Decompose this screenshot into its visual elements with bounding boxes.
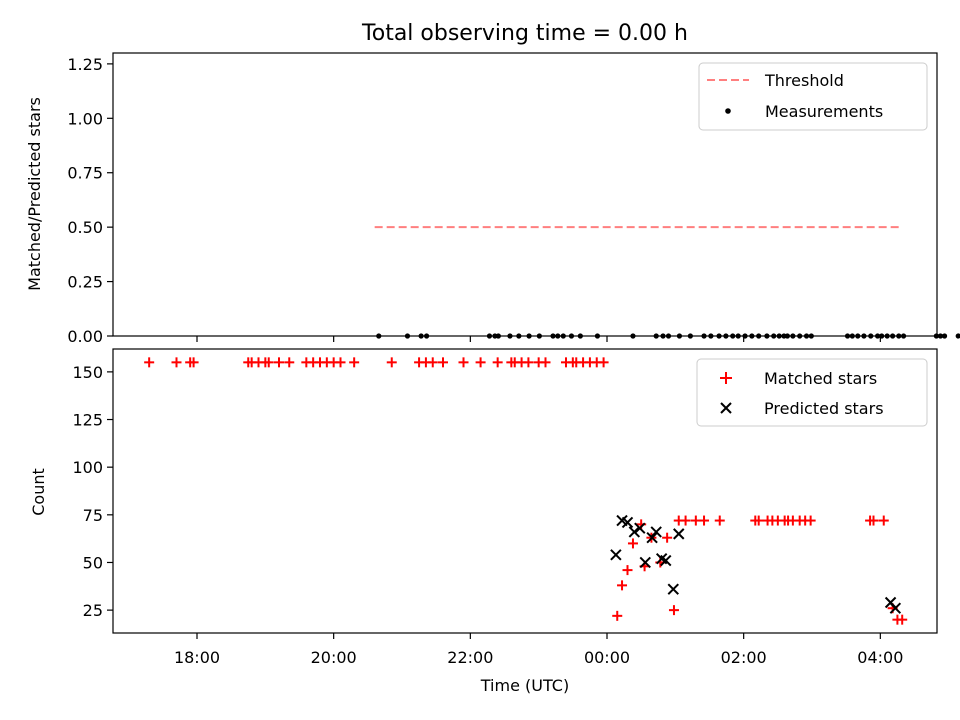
- matched-star-point: [662, 532, 673, 543]
- matched-star-point: [492, 357, 503, 368]
- predicted-star-point: [660, 554, 672, 567]
- legend-measurements-swatch: [725, 108, 731, 114]
- x-tick-label: 02:00: [721, 648, 767, 667]
- top-axes-frame: [112, 52, 938, 337]
- matched-star-point: [523, 357, 534, 368]
- predicted-star-point: [634, 522, 646, 534]
- matched-star-point: [612, 610, 623, 621]
- matched-star-point: [438, 357, 448, 368]
- measurement-point: [941, 333, 948, 339]
- predicted-star-point: [610, 549, 622, 561]
- matched-star-point: [335, 357, 346, 368]
- matched-star-point: [540, 357, 551, 368]
- matched-star-point: [868, 515, 879, 526]
- matched-star-point: [475, 357, 486, 368]
- x-tick-label: 00:00: [584, 648, 630, 667]
- predicted-star-point: [628, 526, 641, 538]
- predicted-star-point: [889, 602, 902, 614]
- predicted-star-point: [650, 526, 662, 538]
- predicted-star-point: [639, 556, 651, 569]
- matched-star-point: [617, 580, 628, 591]
- bottom-y-ticks: 25 50 75 100 125 150: [72, 363, 113, 620]
- legend-measurements-label: Measurements: [765, 102, 883, 121]
- matched-star-point: [627, 538, 638, 549]
- bottom-legend: Matched stars Predicted stars: [696, 358, 928, 427]
- matched-star-point: [171, 357, 182, 368]
- matched-star-point: [263, 357, 274, 368]
- top-legend: Threshold Measurements: [698, 62, 928, 131]
- top-y-tick-label: 0.25: [67, 273, 103, 292]
- matched-star-point: [274, 357, 284, 368]
- x-tick-label: 04:00: [857, 648, 903, 667]
- measurement-point: [937, 333, 944, 339]
- x-tick-label: 22:00: [447, 648, 493, 667]
- legend-predicted-label: Predicted stars: [764, 399, 884, 418]
- legend-threshold-label: Threshold: [764, 71, 844, 90]
- x-axis-label: Time (UTC): [480, 676, 569, 695]
- top-y-tick-label: 1.00: [67, 109, 103, 128]
- bottom-y-tick-label: 150: [72, 363, 103, 382]
- bottom-legend-box: [696, 358, 928, 427]
- matched-star-point: [144, 357, 155, 368]
- bottom-y-tick-label: 125: [72, 411, 103, 430]
- legend-predicted-swatch: [720, 402, 732, 414]
- predicted-star-point: [673, 528, 685, 540]
- top-y-axis-label: Matched/Predicted stars: [25, 97, 44, 291]
- matched-star-point: [386, 357, 397, 368]
- predicted-star-point: [621, 516, 634, 529]
- x-tick-label: 18:00: [174, 648, 220, 667]
- matched-star-point: [188, 357, 199, 368]
- matched-star-point: [284, 357, 295, 368]
- matched-star-point: [897, 614, 908, 625]
- top-y-tick-label: 1.25: [67, 55, 103, 74]
- measurement-point: [955, 333, 960, 339]
- top-panel: 0.00 0.25 0.50 0.75 1.00 1.25 Matched/Predict…: [25, 52, 960, 346]
- matched-star-point: [805, 515, 816, 526]
- bottom-y-tick-label: 50: [83, 553, 103, 572]
- top-y-tick-label: 0.00: [67, 327, 103, 346]
- chart-title: Total observing time = 0.00 h: [361, 21, 688, 46]
- bottom-axes-frame: [112, 348, 938, 634]
- matched-star-point: [458, 357, 469, 368]
- top-x-ticks: [196, 336, 881, 342]
- x-tick-label: 20:00: [311, 648, 357, 667]
- top-y-tick-label: 0.50: [67, 218, 103, 237]
- matched-star-point: [878, 515, 889, 526]
- matched-star-point: [427, 357, 438, 368]
- top-y-ticks: 0.00 0.25 0.50 0.75 1.00 1.25: [67, 55, 113, 346]
- bottom-y-tick-label: 75: [83, 506, 103, 525]
- bottom-y-tick-label: 100: [72, 458, 103, 477]
- matched-star-point: [753, 515, 764, 526]
- matched-star-point: [668, 605, 679, 616]
- predicted-star-point: [646, 531, 658, 544]
- matched-star-point: [714, 515, 725, 526]
- matched-star-point: [699, 515, 710, 526]
- top-legend-box: [698, 62, 928, 131]
- predicted-star-point: [667, 583, 679, 595]
- legend-matched-label: Matched stars: [764, 369, 877, 388]
- bottom-y-axis-label: Count: [29, 468, 48, 516]
- legend-matched-swatch: [720, 372, 732, 384]
- bottom-x-ticks: 18:00 20:00 22:00 00:00 02:00 04:00: [174, 633, 903, 667]
- top-y-tick-label: 0.75: [67, 164, 103, 183]
- bottom-panel: 25 50 75 100 125 150 18:00 20:00 22:00 00:00 02:0…: [29, 348, 938, 695]
- matched-star-point: [622, 565, 633, 576]
- bottom-y-tick-label: 25: [83, 601, 103, 620]
- matched-star-point: [680, 515, 691, 526]
- bottom-marks-layer: [144, 357, 908, 625]
- matched-star-point: [598, 357, 609, 368]
- matched-star-point: [349, 357, 360, 368]
